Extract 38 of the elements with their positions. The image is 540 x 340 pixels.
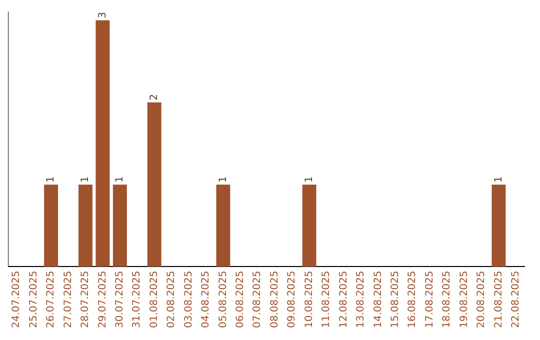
x-tick-label: 30.07.2025 — [114, 270, 126, 328]
x-tick-label: 26.07.2025 — [46, 270, 57, 328]
x-tick-label: 21.08.2025 — [493, 270, 504, 328]
data-label: 1 — [114, 176, 126, 183]
x-tick-label: 29.07.2025 — [97, 270, 108, 328]
x-tick-label: 24.07.2025 — [11, 270, 22, 328]
data-label: 1 — [46, 176, 57, 183]
x-tick-label: 28.07.2025 — [80, 270, 92, 328]
x-tick-label: 14.08.2025 — [372, 270, 384, 328]
x-tick-label: 16.08.2025 — [407, 270, 418, 328]
data-label: 1 — [218, 176, 229, 183]
x-tick-label: 01.08.2025 — [148, 270, 160, 328]
x-tick-label: 12.08.2025 — [338, 270, 350, 328]
data-label: 2 — [148, 94, 160, 100]
x-tick-label: 27.07.2025 — [62, 270, 74, 328]
x-tick-label: 09.08.2025 — [286, 270, 298, 328]
x-tick-label: 07.08.2025 — [252, 270, 264, 328]
x-tick-label: 20.08.2025 — [476, 270, 488, 328]
x-tick-label: 17.08.2025 — [424, 270, 436, 328]
data-label: 1 — [80, 176, 92, 183]
x-tick-label: 04.08.2025 — [200, 270, 212, 328]
data-label: 3 — [97, 12, 108, 18]
x-tick-label: 13.08.2025 — [356, 270, 367, 328]
data-label: 1 — [304, 176, 315, 183]
x-tick-label: 31.07.2025 — [132, 270, 143, 328]
x-tick-label: 22.08.2025 — [510, 270, 522, 328]
x-tick-label: 10.08.2025 — [304, 270, 315, 328]
x-tick-label: 18.08.2025 — [442, 270, 453, 328]
x-tick-label: 05.08.2025 — [218, 270, 229, 328]
x-tick-label: 06.08.2025 — [235, 270, 246, 328]
x-tick-label: 02.08.2025 — [166, 270, 178, 328]
x-tick-label: 11.08.2025 — [321, 270, 332, 328]
x-tick-label: 25.07.2025 — [28, 270, 40, 328]
x-tick-label: 03.08.2025 — [183, 270, 194, 328]
x-tick-label: 15.08.2025 — [390, 270, 401, 328]
x-tick-label: 08.08.2025 — [269, 270, 280, 328]
data-label: 1 — [493, 176, 504, 183]
x-tick-label: 19.08.2025 — [458, 270, 470, 328]
